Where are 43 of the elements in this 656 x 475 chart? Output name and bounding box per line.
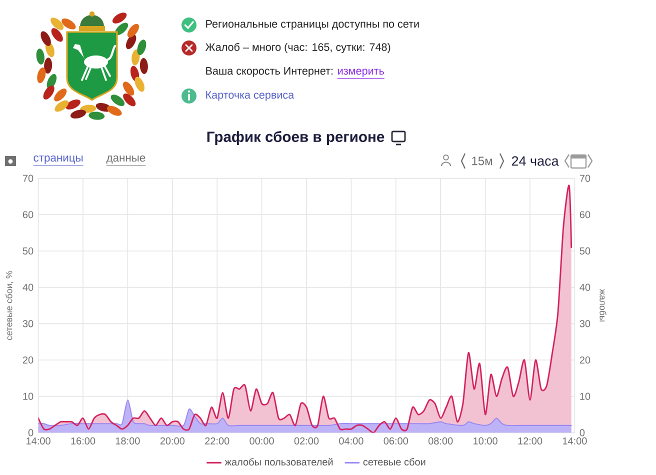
x-tick-label: 22:00 [205, 437, 230, 444]
y-tick-label: 60 [22, 211, 34, 218]
y2-tick-label: 70 [580, 174, 590, 182]
x-tick-label: 02:00 [294, 437, 319, 444]
text: Карточка сервиса [206, 91, 294, 101]
x-tick-label: 00:00 [250, 437, 274, 444]
x-tick-label: 14:00 [26, 437, 50, 444]
text: 15м [472, 156, 492, 166]
y-tick-label: 50 [22, 247, 34, 255]
y-tick-label: 40 [22, 284, 34, 291]
y2-tick-label: 20 [580, 356, 590, 364]
y2-tick-label: 0 [580, 429, 585, 436]
y-tick-label: 0 [28, 429, 34, 436]
y-axis-title: сетевые сбои, % [6, 270, 14, 340]
text: Жалоб – много (час: 165, сутки: 748) [205, 42, 390, 54]
legend-label: сетевые сбои [363, 458, 426, 466]
x-tick-label: 16:00 [71, 437, 96, 444]
x-tick-label: 14:00 [562, 437, 587, 444]
y-tick-label: 70 [22, 174, 34, 182]
x-tick-label: 20:00 [160, 437, 185, 444]
text: Региональные страницы доступны по сети [206, 20, 419, 30]
text: данные [106, 156, 146, 164]
x-tick-label: 08:00 [428, 437, 453, 444]
chart-title: График сбоев в регионе [207, 131, 384, 145]
y2-tick-label: 50 [580, 247, 590, 255]
y2-tick-label: 10 [580, 392, 590, 400]
y-tick-label: 10 [23, 392, 34, 400]
x-tick-label: 04:00 [339, 437, 364, 444]
legend-label: жалобы пользователей [224, 458, 333, 466]
x-tick-label: 18:00 [116, 437, 140, 444]
y-tick-label: 30 [22, 320, 34, 328]
y2-tick-label: 60 [580, 211, 590, 218]
text: Ваша скорость Интернет: [206, 67, 333, 77]
x-tick-label: 12:00 [518, 437, 542, 444]
x-tick-label: 10:00 [474, 437, 498, 444]
y2-tick-label: 40 [580, 284, 590, 291]
text: измерить [338, 68, 384, 77]
y-tick-label: 20 [22, 356, 34, 364]
y2-tick-label: 30 [580, 320, 590, 328]
x-tick-label: 06:00 [384, 437, 408, 444]
y2-axis-title: жалобы [600, 289, 606, 322]
text: 24 часа [512, 156, 559, 166]
text: страницы [34, 155, 83, 164]
